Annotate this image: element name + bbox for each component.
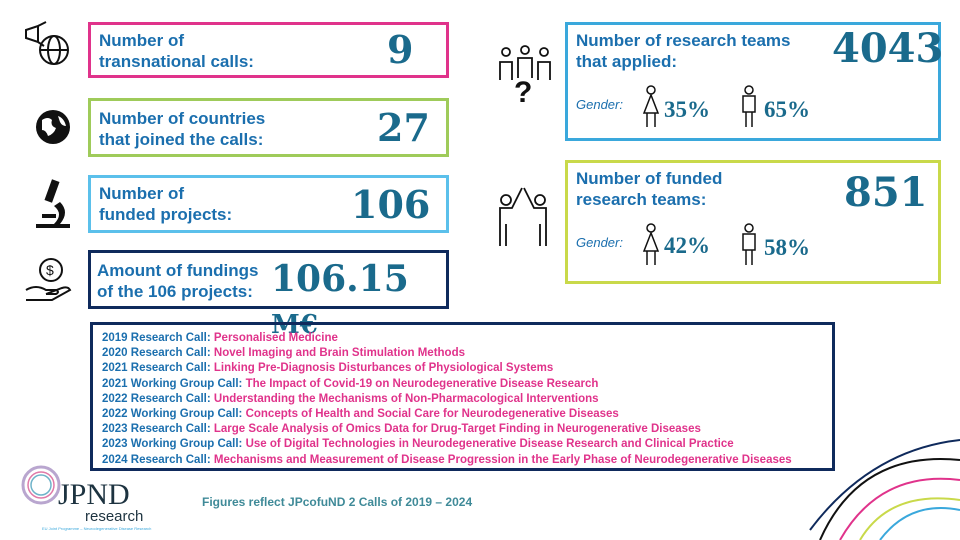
stat-label: Number of countries that joined the calls… xyxy=(99,109,266,149)
stat-value: 27 xyxy=(377,105,430,150)
call-title: Large Scale Analysis of Omics Data for D… xyxy=(213,423,701,436)
call-type: 2022 Research Call: xyxy=(102,392,211,405)
call-title: Concepts of Health and Social Care for N… xyxy=(245,408,619,421)
call-type: 2022 Working Group Call: xyxy=(102,408,243,421)
stat-value: 4043 xyxy=(832,25,944,72)
stat-card-teams-applied: Number of research teams that applied: 40… xyxy=(565,22,944,141)
call-item: 2021 Research Call: Linking Pre-Diagnosi… xyxy=(102,361,823,376)
call-item: 2020 Research Call: Novel Imaging and Br… xyxy=(102,346,823,361)
call-title: Novel Imaging and Brain Stimulation Meth… xyxy=(213,347,465,360)
stat-label: Number of funded projects: xyxy=(99,184,233,224)
team-highfive-icon xyxy=(499,187,547,246)
globe-icon xyxy=(36,110,70,144)
decorative-swirl xyxy=(809,439,960,540)
stat-label: Amount of fundings of the 106 projects: xyxy=(97,261,259,301)
stat-label: Number of transnational calls: xyxy=(99,31,254,71)
call-type: 2020 Research Call: xyxy=(102,347,211,360)
male-icon xyxy=(742,85,756,127)
call-title: Understanding the Mechanisms of Non-Phar… xyxy=(213,392,599,405)
call-type: 2023 Research Call: xyxy=(102,423,211,436)
team-question-icon: ? xyxy=(499,45,551,109)
call-item: 2022 Working Group Call: Concepts of Hea… xyxy=(102,407,823,422)
call-title: The Impact of Covid-19 on Neurodegenerat… xyxy=(245,377,599,390)
logo-tagline: EU Joint Programme – Neurodegenerative D… xyxy=(42,526,152,531)
stat-value: 106 xyxy=(351,182,431,227)
logo-name: JPND xyxy=(58,478,130,511)
footer-note: Figures reflect JPcofuND 2 Calls of 2019… xyxy=(202,495,473,509)
call-item: 2023 Research Call: Large Scale Analysis… xyxy=(102,422,823,437)
call-type: 2023 Working Group Call: xyxy=(102,438,243,451)
call-title: Linking Pre-Diagnosis Disturbances of Ph… xyxy=(213,362,554,375)
stat-value: 106.15 M€ xyxy=(271,258,409,340)
gender-label: Gender: xyxy=(576,97,623,112)
stat-card-funding-amount: Amount of fundings of the 106 projects: 1… xyxy=(88,250,449,340)
call-item: 2022 Research Call: Understanding the Me… xyxy=(102,392,823,407)
call-type: 2021 Working Group Call: xyxy=(102,377,243,390)
money-hand-icon: $ xyxy=(25,258,72,301)
call-item: 2021 Working Group Call: The Impact of C… xyxy=(102,377,823,392)
male-percent: 65% xyxy=(764,97,810,122)
female-icon xyxy=(642,223,660,265)
call-type: 2021 Research Call: xyxy=(102,362,211,375)
female-percent: 35% xyxy=(664,97,710,122)
call-item: 2023 Working Group Call: Use of Digital … xyxy=(102,437,823,452)
female-icon xyxy=(642,85,660,127)
call-title: Mechanisms and Measurement of Disease Pr… xyxy=(213,453,792,466)
megaphone-globe-icon xyxy=(25,21,69,65)
jpnd-logo-rings xyxy=(21,465,61,505)
male-icon xyxy=(742,223,756,265)
stat-label: Number of funded research teams: xyxy=(576,169,723,209)
stat-card-funded-projects: Number of funded projects: 106 xyxy=(88,175,449,233)
call-item: 2019 Research Call: Personalised Medicin… xyxy=(102,331,823,346)
female-percent: 42% xyxy=(664,233,710,258)
call-title: Personalised Medicine xyxy=(213,332,338,344)
svg-text:$: $ xyxy=(46,262,54,278)
stat-label: Number of research teams that applied: xyxy=(576,31,791,71)
stat-value: 851 xyxy=(844,169,928,216)
call-type: 2024 Research Call: xyxy=(102,453,211,466)
svg-text:?: ? xyxy=(514,76,532,109)
calls-list: 2019 Research Call: Personalised Medicin… xyxy=(90,322,835,471)
stat-value: 9 xyxy=(387,27,414,72)
gender-label: Gender: xyxy=(576,235,623,250)
stat-card-transnational-calls: Number of transnational calls: 9 xyxy=(88,22,449,78)
call-title: Use of Digital Technologies in Neurodege… xyxy=(245,438,734,451)
stat-card-funded-teams: Number of funded research teams: 851 Gend… xyxy=(565,160,941,284)
stat-card-countries: Number of countries that joined the calls… xyxy=(88,98,449,157)
logo-subtitle: research xyxy=(85,508,144,525)
call-item: 2024 Research Call: Mechanisms and Measu… xyxy=(102,453,823,468)
call-type: 2019 Research Call: xyxy=(102,332,211,344)
microscope-icon xyxy=(36,179,70,228)
male-percent: 58% xyxy=(764,235,810,260)
